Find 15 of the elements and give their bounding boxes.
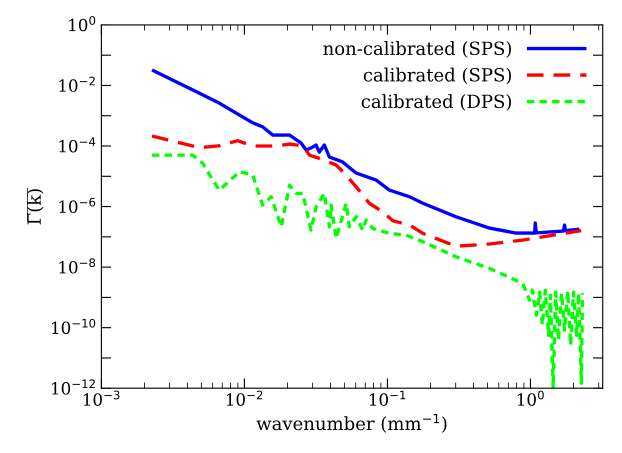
y-tick-label: 10$^{−10}$	[52, 318, 96, 334]
legend-label: non-calibrated (SPS)	[323, 41, 512, 58]
y-tick-label: 10$^{0}$	[69, 16, 96, 32]
legend-label: calibrated (DPS)	[362, 94, 512, 111]
x-tick-label: 10$^{0}$	[518, 390, 544, 406]
x-tick-label: 10$^{−1}$	[370, 390, 406, 406]
legend-label: calibrated (SPS)	[364, 68, 512, 84]
y-tick-label: 10$^{−2}$	[59, 76, 95, 92]
x-tick-label: 10$^{−2}$	[226, 390, 262, 406]
y-axis-title: Γ̅(̅k̅)̅	[26, 188, 44, 224]
x-tick-label: 10$^{−3}$	[84, 390, 120, 406]
x-axis-title: wavenumber (mm$^{−1}$)	[256, 414, 446, 433]
y-tick-label: 10$^{−8}$	[59, 258, 96, 274]
y-tick-label: 10$^{−4}$	[59, 137, 96, 152]
y-tick-label: 10$^{−6}$	[59, 198, 96, 214]
